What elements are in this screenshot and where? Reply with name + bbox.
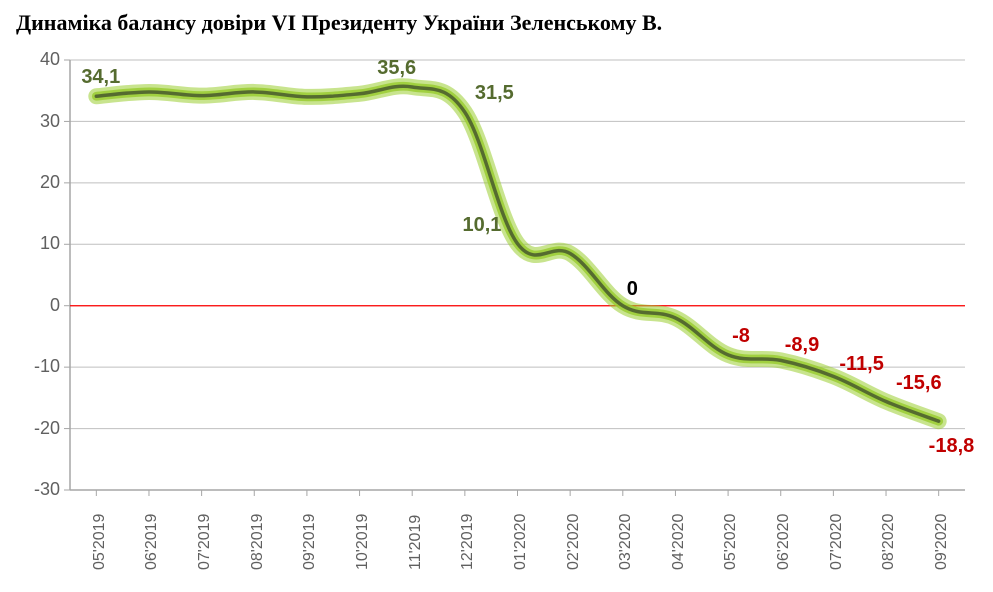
y-tick-label: -20 [20,418,60,439]
data-label: -11,5 [839,353,883,376]
y-tick-label: -30 [20,479,60,500]
plot-area [60,50,975,500]
data-label: -8,9 [785,334,819,357]
x-tick-label: 10'2019 [354,514,372,570]
x-tick-label: 04'2020 [670,514,688,570]
y-tick-label: 30 [20,111,60,132]
x-tick-label: 12'2019 [459,514,477,570]
y-tick-label: 40 [20,49,60,70]
data-label: -15,6 [896,372,942,395]
x-tick-label: 09'2020 [933,514,951,570]
x-tick-label: 11'2019 [407,515,425,570]
x-tick-label: 05'2020 [722,514,740,570]
x-tick-label: 08'2020 [880,514,898,570]
x-tick-label: 03'2020 [617,514,635,570]
data-label: -18,8 [929,435,975,458]
y-tick-label: 0 [20,295,60,316]
y-tick-label: 10 [20,233,60,254]
x-tick-label: 06'2020 [775,514,793,570]
data-label: 35,6 [377,57,416,80]
data-label: 10,1 [463,214,502,237]
data-label: 0 [627,278,638,301]
x-tick-label: 05'2019 [91,514,109,570]
x-tick-label: 09'2019 [301,514,319,570]
x-tick-label: 01'2020 [512,514,530,570]
chart-svg [60,50,975,500]
y-tick-label: 20 [20,172,60,193]
data-label: 34,1 [81,66,120,89]
x-tick-label: 08'2019 [249,514,267,570]
x-tick-label: 07'2019 [196,514,214,570]
data-label: 31,5 [475,82,514,105]
chart-title: Динаміка балансу довіри VI Президенту Ук… [16,10,662,36]
y-tick-label: -10 [20,356,60,377]
data-label: -8 [732,325,750,348]
x-tick-label: 06'2019 [143,514,161,570]
x-tick-label: 02'2020 [565,514,583,570]
x-tick-label: 07'2020 [828,514,846,570]
